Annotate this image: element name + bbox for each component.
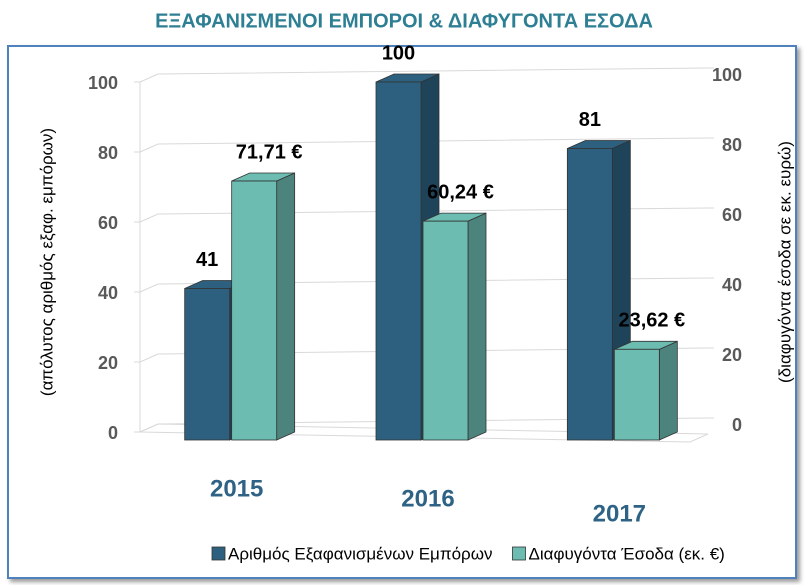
grid-line bbox=[139, 277, 709, 293]
y2-axis-title: (διαφυγόντα έσοδα σε εκ. ευρώ) bbox=[775, 141, 794, 383]
x-tick-label: 2015 bbox=[210, 475, 263, 502]
y-tick-label: 20 bbox=[98, 353, 118, 373]
y-axis-title: (απόλυτος αριθμός εξαφ. εμπόρων) bbox=[37, 128, 56, 396]
bar-front bbox=[613, 348, 660, 441]
bar-side bbox=[276, 172, 296, 441]
bar-front bbox=[375, 81, 422, 441]
data-label: 81 bbox=[579, 109, 601, 131]
y-tick-label: 40 bbox=[98, 283, 118, 303]
x-tick-label: 2017 bbox=[593, 500, 646, 527]
legend-swatch bbox=[512, 546, 526, 561]
y2-tick-label: 20 bbox=[722, 345, 742, 365]
x-tick-label: 2016 bbox=[401, 485, 454, 512]
y2-tick-label: 100 bbox=[712, 65, 742, 85]
bar-side bbox=[467, 212, 487, 441]
grid-line bbox=[139, 417, 709, 433]
data-label: 100 bbox=[382, 42, 415, 64]
legend-label: Διαφυγόντα Έσοδα (εκ. €) bbox=[528, 544, 724, 563]
y2-tick-label: 40 bbox=[722, 275, 742, 295]
data-label: 60,24 € bbox=[427, 181, 494, 203]
y2-tick-label: 80 bbox=[722, 135, 742, 155]
legend-label: Αριθμός Εξαφανισμένων Εμπόρων bbox=[228, 544, 492, 563]
y-tick-label: 60 bbox=[98, 213, 118, 233]
bar-front bbox=[184, 288, 231, 441]
data-label: 71,71 € bbox=[236, 141, 303, 163]
y-tick-label: 0 bbox=[108, 423, 118, 443]
y-tick-label: 100 bbox=[88, 73, 118, 93]
grid-line bbox=[139, 207, 709, 223]
bar bbox=[231, 172, 296, 441]
data-label: 41 bbox=[196, 249, 218, 271]
grid-line bbox=[139, 347, 709, 363]
data-label: 23,62 € bbox=[618, 310, 685, 332]
bar bbox=[422, 212, 487, 441]
bar-front bbox=[231, 180, 278, 441]
bar-front bbox=[566, 148, 613, 441]
bar-side bbox=[658, 340, 678, 441]
y2-tick-label: 0 bbox=[732, 415, 742, 435]
y2-tick-label: 60 bbox=[722, 205, 742, 225]
y-tick-label: 80 bbox=[98, 143, 118, 163]
bar bbox=[613, 340, 678, 441]
grid-line bbox=[139, 67, 709, 83]
bar-front bbox=[422, 220, 469, 441]
chart-title: ΕΞΑΦΑΝΙΣΜΕΝΟΙ ΕΜΠΟΡΟΙ & ΔΙΑΦΥΓΟΝΤΑ ΕΣΟΔΑ bbox=[155, 10, 653, 32]
grid-line bbox=[139, 137, 709, 153]
legend-swatch bbox=[211, 546, 226, 561]
